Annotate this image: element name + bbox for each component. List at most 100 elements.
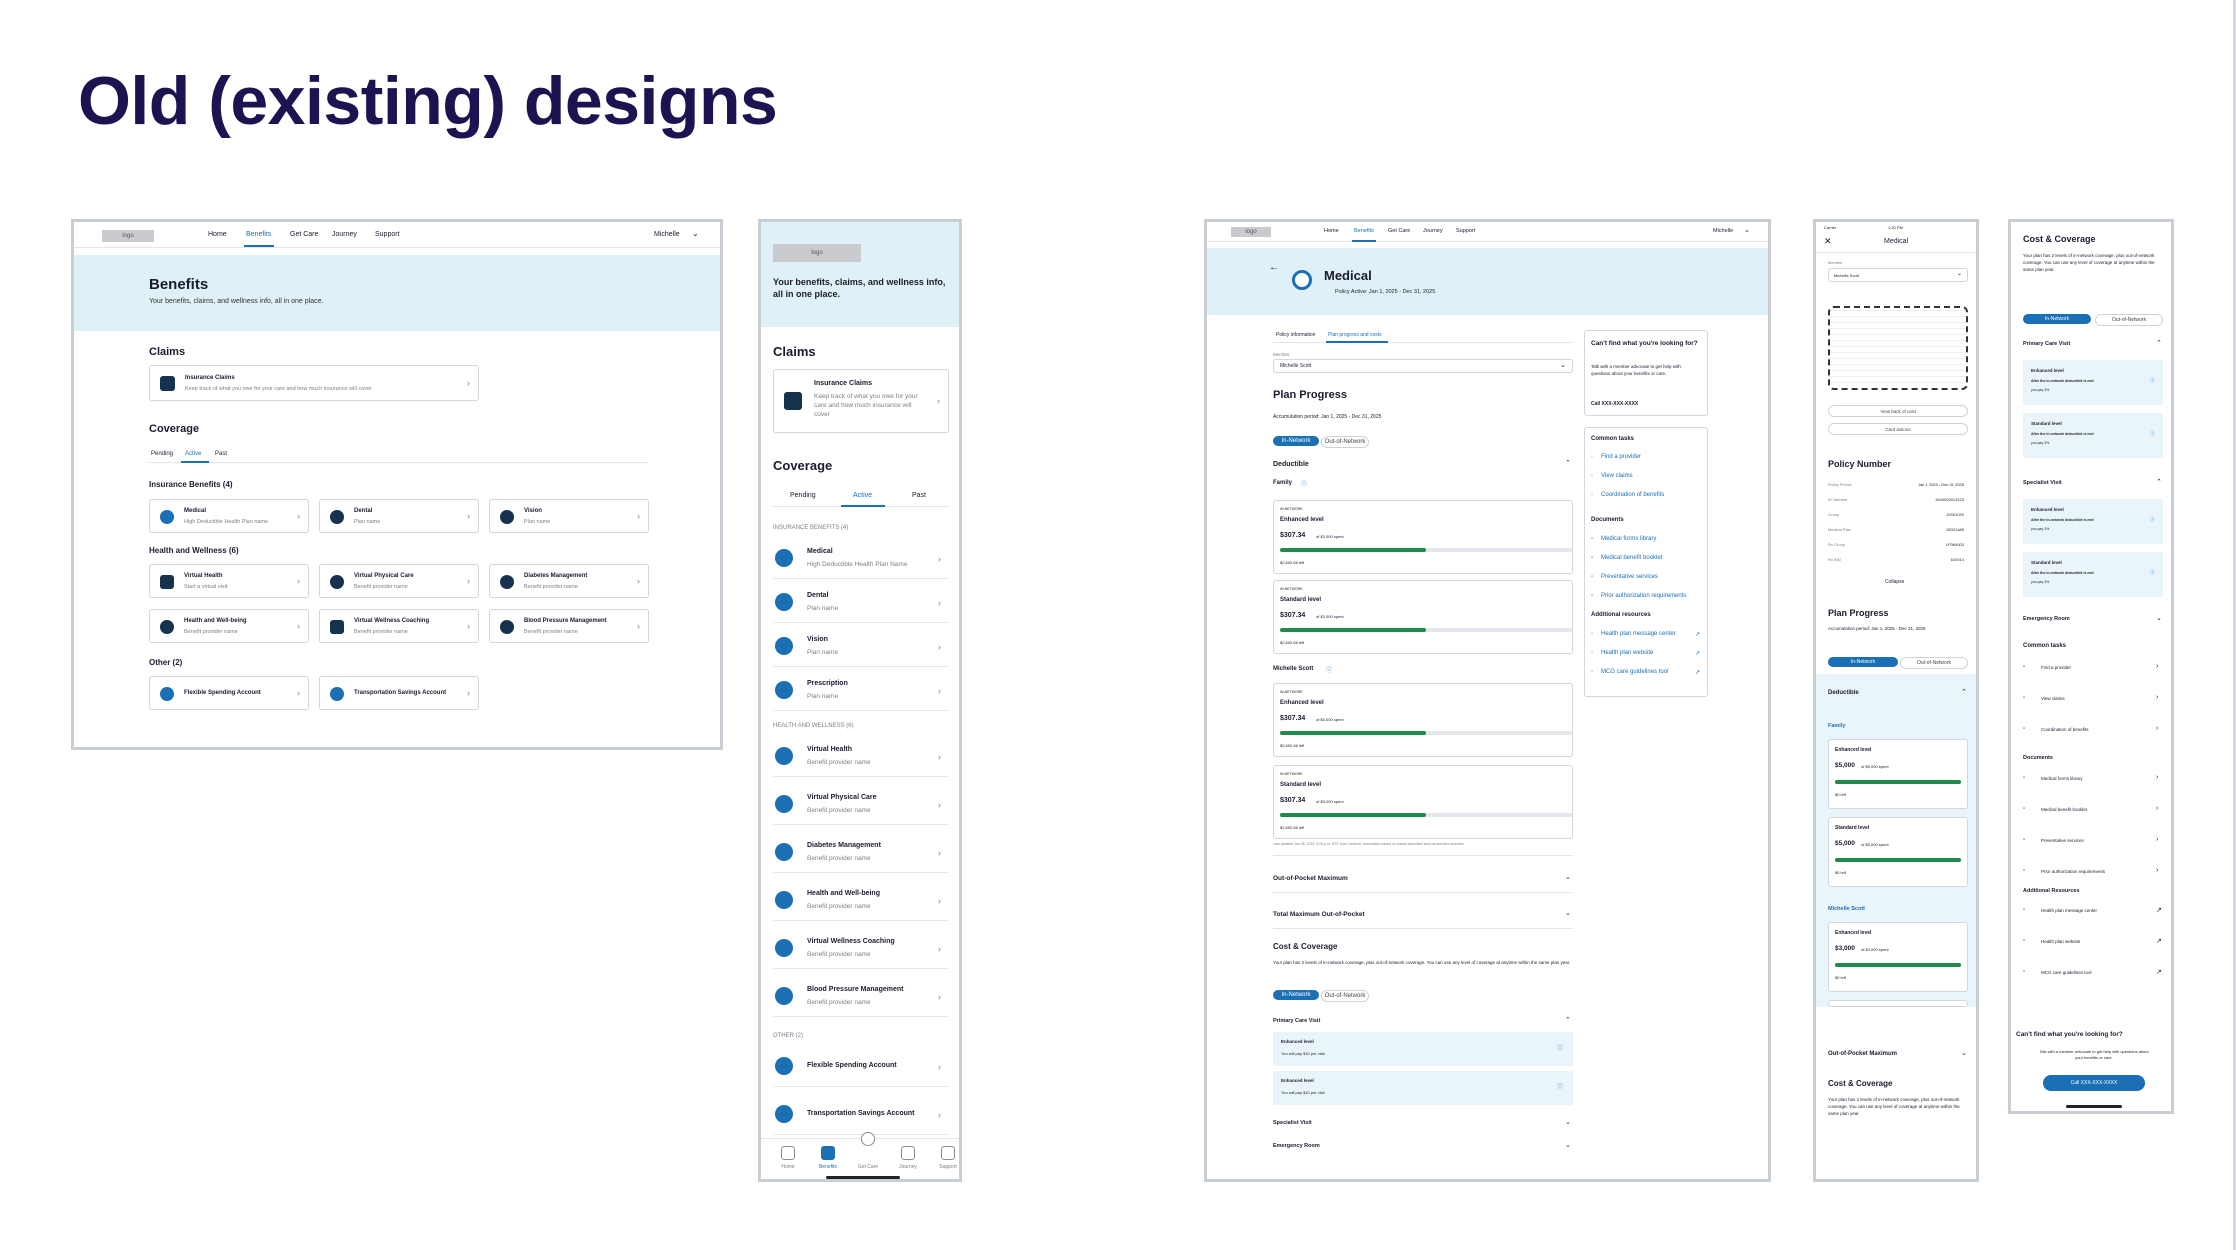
- primary-care-heading[interactable]: Primary Care Visit: [2023, 341, 2071, 347]
- total-oop-heading[interactable]: Total Maximum Out-of-Pocket: [1273, 911, 1365, 918]
- nav-benefits[interactable]: Benefits: [1354, 228, 1374, 234]
- get-care-icon[interactable]: [861, 1132, 875, 1146]
- resource-link[interactable]: MCG care guidelines tool: [2041, 970, 2092, 975]
- nav-home[interactable]: Home: [208, 231, 227, 238]
- er-heading[interactable]: Emergency Room: [1273, 1143, 1320, 1149]
- resource-link[interactable]: MCG care guidelines tool: [1601, 669, 1669, 675]
- benefit-card-dental[interactable]: Dental Plan name ›: [319, 499, 479, 533]
- info-icon[interactable]: ⓘ: [1556, 1046, 1563, 1052]
- nav-journey[interactable]: Journey: [1423, 228, 1443, 234]
- benefit-card-diabetes[interactable]: Diabetes Management Benefit provider nam…: [489, 564, 649, 598]
- view-back-button[interactable]: View back of card: [1828, 405, 1968, 417]
- toggle-in-network[interactable]: In-Network: [1828, 657, 1898, 667]
- resource-link[interactable]: Health plan message center: [1601, 631, 1676, 637]
- nav-get-care[interactable]: Get Care: [290, 231, 319, 238]
- member-select[interactable]: Michelle Scott ⌄: [1273, 359, 1573, 373]
- nav-support[interactable]: Support: [1456, 228, 1476, 234]
- chevron-down-icon[interactable]: ⌄: [1744, 227, 1750, 234]
- resource-link[interactable]: Medical benefit booklet: [2041, 807, 2088, 812]
- chevron-up-icon[interactable]: ⌃: [2156, 340, 2162, 347]
- benefit-card-virtual-physical-care[interactable]: Virtual Physical Care Benefit provider n…: [319, 564, 479, 598]
- specialist-heading[interactable]: Specialist Visit: [1273, 1120, 1312, 1126]
- benefit-card-tsa[interactable]: Transportation Savings Account ›: [319, 676, 479, 710]
- oop-heading[interactable]: Out-of-Pocket Maximum: [1828, 1051, 1898, 1057]
- list-item[interactable]: Transportation Savings Account ›: [773, 1095, 949, 1135]
- resource-link[interactable]: Coordination of benefits: [2041, 727, 2089, 732]
- nav-home[interactable]: Home: [1324, 228, 1339, 234]
- call-number[interactable]: Call XXX-XXX-XXXX: [1591, 401, 1639, 407]
- list-item[interactable]: Vision Plan name ›: [773, 627, 949, 667]
- benefit-card-well-being[interactable]: Health and Well-being Benefit provider n…: [149, 609, 309, 643]
- resource-link[interactable]: Preventative services: [2041, 838, 2084, 843]
- list-item[interactable]: Prescription Plan name ›: [773, 671, 949, 711]
- toggle-out-of-network[interactable]: Out-of-Network: [1321, 990, 1369, 1002]
- tab-active[interactable]: Active: [185, 451, 202, 457]
- tab-policy-information[interactable]: Policy information: [1276, 332, 1316, 338]
- task-link[interactable]: View claims: [1601, 473, 1633, 479]
- user-menu[interactable]: Michelle: [1713, 228, 1734, 234]
- chevron-up-icon[interactable]: ⌃: [1961, 689, 1967, 696]
- collapse-link[interactable]: Collapse: [1885, 579, 1905, 585]
- resource-link[interactable]: Health plan message center: [2041, 908, 2098, 913]
- chevron-up-icon[interactable]: ⌃: [1565, 1017, 1571, 1024]
- member-select[interactable]: Michelle Scott ⌄: [1828, 268, 1968, 282]
- info-icon[interactable]: ⓘ: [2149, 431, 2155, 437]
- toggle-in-network[interactable]: In-Network: [1273, 436, 1319, 446]
- home-icon[interactable]: [781, 1146, 795, 1160]
- primary-care-heading[interactable]: Primary Care Visit: [1273, 1018, 1321, 1024]
- call-button[interactable]: Call XXX-XXX-XXXX: [2043, 1075, 2145, 1091]
- chevron-up-icon[interactable]: ⌃: [1565, 460, 1571, 467]
- list-item[interactable]: Blood Pressure Management Benefit provide…: [773, 977, 949, 1017]
- insurance-claims-card[interactable]: Insurance Claims Keep track of what you …: [773, 369, 949, 433]
- document-link[interactable]: Preventative services: [1601, 574, 1659, 580]
- document-link[interactable]: Medical forms library: [1601, 536, 1657, 542]
- chevron-down-icon[interactable]: ⌄: [2156, 615, 2162, 622]
- resource-link[interactable]: View claims: [2041, 696, 2065, 701]
- tab-pending[interactable]: Pending: [790, 492, 816, 499]
- benefit-card-wellness-coaching[interactable]: Virtual Wellness Coaching Benefit provid…: [319, 609, 479, 643]
- nav-get-care[interactable]: Get Care: [1388, 228, 1411, 234]
- chevron-down-icon[interactable]: ⌄: [692, 229, 699, 238]
- resource-link[interactable]: Medical forms library: [2041, 776, 2083, 781]
- support-icon[interactable]: [941, 1146, 955, 1160]
- task-link[interactable]: Coordination of benefits: [1601, 492, 1665, 498]
- benefits-icon[interactable]: [821, 1146, 835, 1160]
- resource-link[interactable]: Health plan website: [2041, 939, 2081, 944]
- toggle-out-of-network[interactable]: Out-of-Network: [1321, 436, 1369, 448]
- nav-support[interactable]: Support: [375, 231, 400, 238]
- list-item[interactable]: Dental Plan name ›: [773, 583, 949, 623]
- toggle-out-of-network[interactable]: Out-of-Network: [2095, 314, 2163, 326]
- tab-active[interactable]: Active: [853, 492, 873, 499]
- journey-icon[interactable]: [901, 1146, 915, 1160]
- chevron-down-icon[interactable]: ⌄: [1565, 1142, 1571, 1149]
- er-heading[interactable]: Emergency Room: [2023, 616, 2070, 622]
- tab-past[interactable]: Past: [215, 451, 228, 457]
- list-item[interactable]: Diabetes Management Benefit provider name…: [773, 833, 949, 873]
- nav-benefits[interactable]: Benefits: [246, 231, 272, 238]
- chevron-down-icon[interactable]: ⌄: [1961, 1050, 1967, 1057]
- tab-pending[interactable]: Pending: [151, 451, 174, 457]
- benefit-card-fsa[interactable]: Flexible Spending Account ›: [149, 676, 309, 710]
- toggle-in-network[interactable]: In-Network: [2023, 314, 2091, 324]
- tab-past[interactable]: Past: [912, 492, 927, 499]
- deductible-heading[interactable]: Deductible: [1828, 690, 1859, 696]
- tab-plan-progress[interactable]: Plan progress and costs: [1328, 332, 1382, 338]
- deductible-heading[interactable]: Deductible: [1273, 461, 1309, 468]
- close-icon[interactable]: ✕: [1824, 236, 1832, 246]
- info-icon[interactable]: ⓘ: [2149, 517, 2155, 523]
- info-icon[interactable]: ⓘ: [1301, 482, 1308, 488]
- benefit-card-blood-pressure[interactable]: Blood Pressure Management Benefit provid…: [489, 609, 649, 643]
- benefit-card-vision[interactable]: Vision Plan name ›: [489, 499, 649, 533]
- info-icon[interactable]: ⓘ: [2149, 570, 2155, 576]
- resource-link[interactable]: Prior authorization requirements: [2041, 869, 2106, 874]
- list-item[interactable]: Health and Well-being Benefit provider na…: [773, 881, 949, 921]
- benefit-card-virtual-health[interactable]: Virtual Health Start a virtual visit ›: [149, 564, 309, 598]
- chevron-down-icon[interactable]: ⌄: [1565, 874, 1571, 881]
- resource-link[interactable]: Find a provider: [2041, 665, 2072, 670]
- task-link[interactable]: Find a provider: [1601, 454, 1642, 460]
- document-link[interactable]: Medical benefit booklet: [1601, 555, 1663, 561]
- list-item[interactable]: Medical High Deductible Health Plan Name ›: [773, 539, 949, 579]
- list-item[interactable]: Virtual Physical Care Benefit provider na…: [773, 785, 949, 825]
- insurance-claims-card[interactable]: Insurance Claims Keep track of what you …: [149, 365, 479, 401]
- info-icon[interactable]: ⓘ: [1556, 1085, 1563, 1091]
